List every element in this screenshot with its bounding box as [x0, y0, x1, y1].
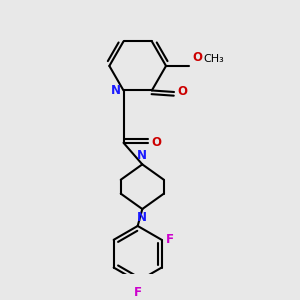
Text: N: N	[137, 212, 147, 224]
Text: F: F	[166, 233, 174, 246]
Text: O: O	[193, 51, 203, 64]
Text: CH₃: CH₃	[203, 54, 224, 64]
Text: N: N	[137, 149, 147, 162]
Text: F: F	[134, 286, 142, 299]
Text: O: O	[151, 136, 161, 149]
Text: O: O	[178, 85, 188, 98]
Text: N: N	[111, 84, 121, 97]
